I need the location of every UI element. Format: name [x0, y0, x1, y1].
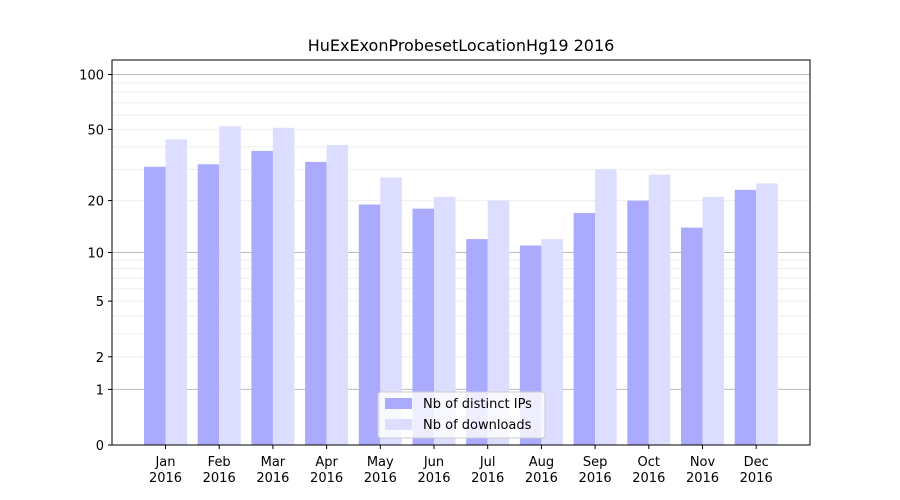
x-tick-label-year: 2016: [579, 471, 612, 486]
y-tick-label: 10: [87, 247, 104, 262]
x-tick-label-year: 2016: [310, 471, 343, 486]
x-tick-label-year: 2016: [632, 471, 665, 486]
bars: [144, 126, 778, 446]
x-tick-label-month: Oct: [638, 455, 660, 470]
bar-distinct-ips: [681, 227, 703, 445]
bar-distinct-ips: [734, 189, 757, 445]
x-tick-label-year: 2016: [364, 471, 397, 486]
x-tick-label-year: 2016: [417, 471, 450, 486]
bar-downloads: [487, 200, 510, 445]
x-tick-label-month: Jan: [154, 455, 175, 470]
bar-distinct-ips: [197, 164, 220, 445]
bar-distinct-ips: [358, 204, 381, 445]
y-tick-label: 5: [96, 295, 104, 310]
x-tick-label-month: Aug: [529, 455, 554, 470]
x-tick-label-year: 2016: [686, 471, 719, 486]
bar-downloads: [165, 139, 187, 445]
bar-distinct-ips: [305, 161, 327, 445]
bar-downloads: [648, 174, 671, 446]
y-tick-label: 0: [96, 439, 104, 454]
bar-downloads: [380, 177, 402, 445]
legend-box: [377, 391, 546, 439]
bar-downloads: [219, 126, 241, 445]
x-tick-label-month: Jun: [423, 455, 444, 470]
bar-distinct-ips: [251, 150, 273, 445]
x-tick-label-month: Mar: [261, 455, 286, 470]
x-tick-label-year: 2016: [149, 471, 182, 486]
bar-downloads: [272, 127, 295, 446]
x-tick-label-month: Dec: [744, 455, 769, 470]
y-tick-label: 50: [87, 123, 104, 138]
x-tick-label-month: Sep: [583, 455, 608, 470]
bar-downloads: [595, 169, 617, 445]
bar-distinct-ips: [627, 200, 649, 445]
x-tick-label-month: Apr: [315, 455, 338, 470]
x-tick-label-month: Feb: [208, 455, 231, 470]
y-tick-label: 100: [79, 69, 104, 84]
x-tick-label-year: 2016: [203, 471, 236, 486]
chart-title: HuExExonProbesetLocationHg19 2016: [308, 36, 615, 55]
bar-downloads: [434, 196, 456, 445]
legend-label: Nb of distinct IPs: [423, 397, 532, 412]
x-axis: Jan2016Feb2016Mar2016Apr2016May2016Jun20…: [149, 445, 773, 486]
bar-downloads: [756, 183, 778, 445]
bar-distinct-ips: [573, 212, 596, 445]
x-tick-label-year: 2016: [256, 471, 289, 486]
y-tick-label: 1: [96, 383, 104, 398]
bar-distinct-ips: [144, 166, 166, 446]
legend-swatch: [385, 398, 412, 409]
y-tick-label: 20: [87, 195, 104, 210]
bar-downloads: [326, 144, 349, 445]
y-axis: 0 1 2 5 10 20 50 100: [79, 69, 112, 454]
y-tick-label: 2: [96, 351, 104, 366]
legend: Nb of distinct IPs Nb of downloads: [377, 391, 546, 439]
x-tick-label-year: 2016: [525, 471, 558, 486]
x-tick-label-month: Nov: [690, 455, 716, 470]
x-tick-label-month: Jul: [479, 455, 496, 470]
x-tick-label-month: May: [367, 455, 394, 470]
bar-downloads: [541, 239, 563, 445]
bar-downloads: [702, 196, 724, 445]
x-tick-label-year: 2016: [471, 471, 504, 486]
legend-swatch: [385, 419, 412, 430]
x-tick-label-year: 2016: [740, 471, 773, 486]
legend-label: Nb of downloads: [423, 418, 532, 433]
bar-distinct-ips: [412, 208, 434, 445]
